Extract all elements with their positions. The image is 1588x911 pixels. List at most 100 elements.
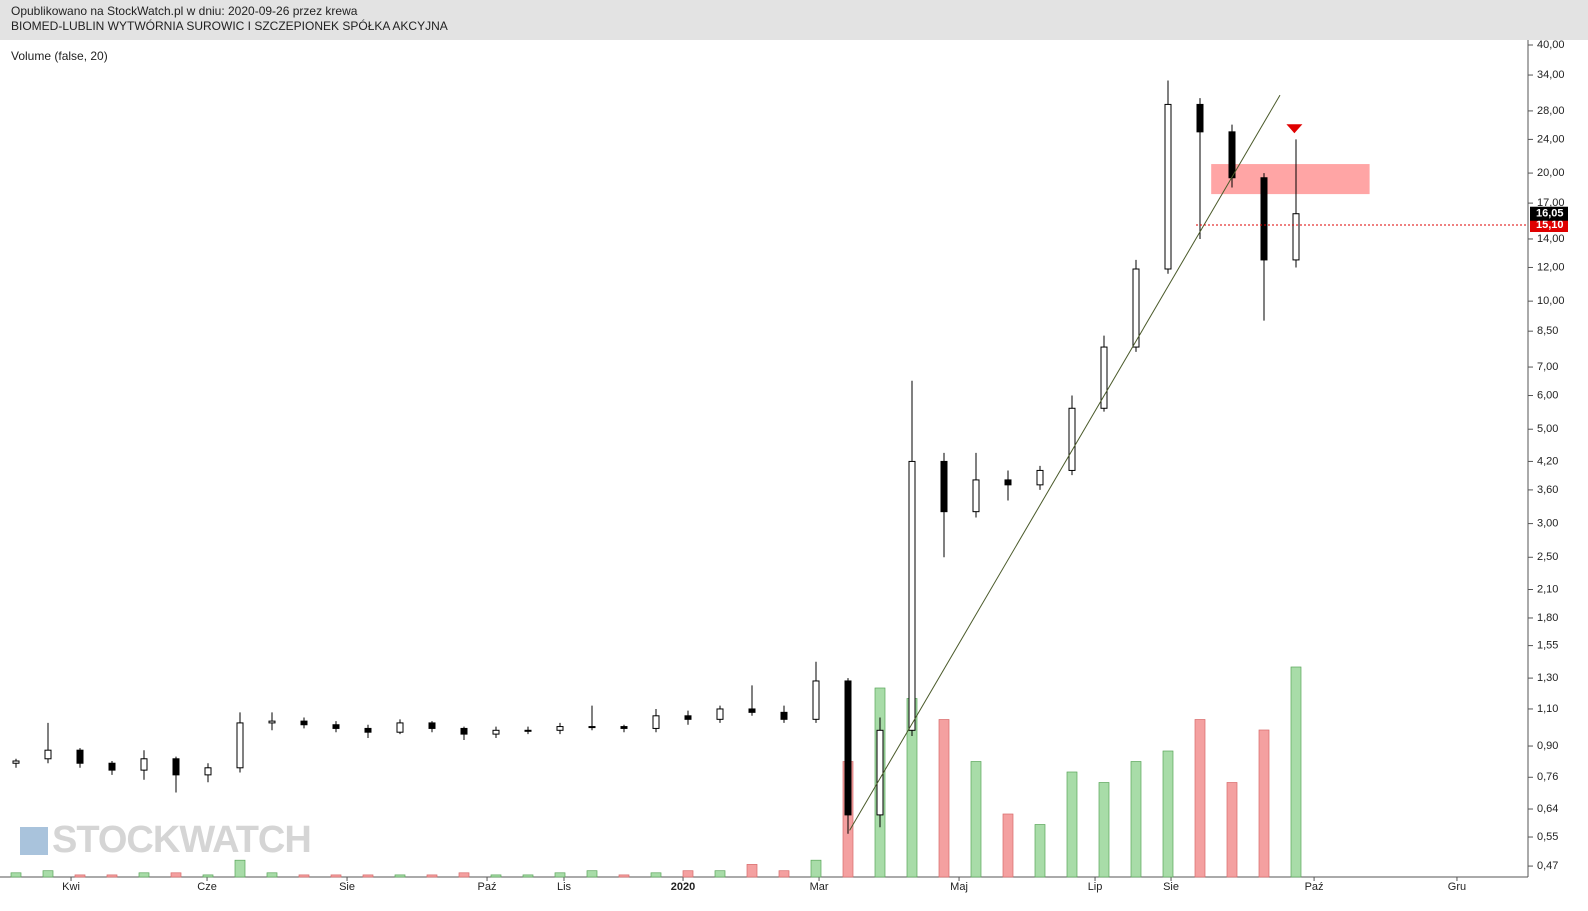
candle-body <box>844 680 852 816</box>
candle-body <box>364 727 372 733</box>
candle-body <box>396 722 404 733</box>
volume-bar <box>938 719 950 878</box>
volume-bar <box>362 874 374 878</box>
candle-body <box>716 708 724 720</box>
header-line: Opublikowano na StockWatch.pl w dniu: 20… <box>11 4 358 18</box>
header-line: BIOMED-LUBLIN WYTWÓRNIA SUROWIC I SZCZEP… <box>11 18 448 33</box>
x-tick-label: Sie <box>339 881 355 893</box>
candle-body <box>620 726 628 729</box>
volume-bar <box>970 761 982 878</box>
candle-body <box>204 767 212 776</box>
candle-body <box>268 720 276 724</box>
y-tick-label: 10,00 <box>1537 295 1565 307</box>
x-tick-label: Sie <box>1163 881 1179 893</box>
candle-body <box>1260 177 1268 261</box>
volume-bar <box>714 870 726 878</box>
candle-body <box>236 722 244 769</box>
x-tick-label: Lis <box>557 881 572 893</box>
candle-body <box>332 724 340 729</box>
y-tick-label: 1,80 <box>1537 612 1558 624</box>
candle-body <box>492 729 500 735</box>
level-label: 15,10 <box>1536 219 1564 231</box>
y-tick-label: 12,00 <box>1537 261 1565 273</box>
candle-body <box>1068 407 1076 471</box>
y-tick-label: 4,20 <box>1537 455 1558 467</box>
candle-body <box>108 762 116 771</box>
y-tick-label: 1,30 <box>1537 672 1558 684</box>
x-tick-label: Gru <box>1448 881 1466 893</box>
indicator-label: Volume (false, 20) <box>11 49 108 63</box>
y-tick-label: 34,00 <box>1537 69 1565 81</box>
y-tick-label: 17,00 <box>1537 197 1565 209</box>
candle-body <box>652 715 660 729</box>
x-tick-label: Paź <box>478 881 497 893</box>
candle-body <box>812 680 820 720</box>
volume-bar <box>650 872 662 878</box>
candle-body <box>1004 479 1012 486</box>
y-tick-label: 1,55 <box>1537 640 1558 652</box>
x-tick-label: Maj <box>950 881 968 893</box>
candle-body <box>140 758 148 771</box>
y-tick-label: 8,50 <box>1537 325 1558 337</box>
volume-bar <box>10 872 22 878</box>
candle-body <box>684 715 692 720</box>
candle-body <box>76 749 84 764</box>
volume-bar <box>810 859 822 878</box>
volume-bar <box>1226 782 1238 878</box>
candle-body <box>460 727 468 735</box>
y-tick-label: 3,60 <box>1537 484 1558 496</box>
volume-bar <box>234 859 246 878</box>
candle-body <box>972 479 980 513</box>
volume-bar <box>522 874 534 878</box>
volume-bar <box>490 874 502 878</box>
y-tick-label: 7,00 <box>1537 361 1558 373</box>
y-tick-label: 3,00 <box>1537 517 1558 529</box>
x-tick-label: Lip <box>1088 881 1103 893</box>
header-band <box>0 0 1588 40</box>
candle-body <box>428 722 436 729</box>
watermark: STOCKWATCH <box>52 819 311 861</box>
x-tick-label: Kwi <box>62 881 80 893</box>
volume-bar <box>682 870 694 878</box>
candle-body <box>780 711 788 720</box>
candle-body <box>1100 346 1108 409</box>
candle-body <box>1132 268 1140 348</box>
trendline <box>849 94 1281 831</box>
y-tick-label: 28,00 <box>1537 105 1565 117</box>
volume-bar <box>106 874 118 878</box>
volume-bar <box>74 874 86 878</box>
volume-bar <box>330 874 342 878</box>
y-tick-label: 0,55 <box>1537 831 1558 843</box>
last-price-box <box>1530 206 1568 221</box>
candle-body <box>1196 103 1204 133</box>
last-price-label: 16,05 <box>1536 208 1564 220</box>
y-tick-label: 6,00 <box>1537 389 1558 401</box>
volume-bar <box>266 872 278 878</box>
volume-bar <box>42 870 54 878</box>
volume-bar <box>618 874 630 878</box>
volume-bar <box>778 870 790 878</box>
level-box <box>1530 218 1568 233</box>
x-tick-label: Mar <box>810 881 829 893</box>
y-tick-label: 1,10 <box>1537 703 1558 715</box>
y-tick-label: 0,76 <box>1537 771 1558 783</box>
volume-bar <box>1098 782 1110 878</box>
candle-body <box>44 749 52 760</box>
y-tick-label: 0,64 <box>1537 803 1558 815</box>
candle-body <box>524 729 532 732</box>
volume-bar <box>1290 666 1302 878</box>
x-tick-label: Paź <box>1305 881 1324 893</box>
volume-bar <box>1034 824 1046 878</box>
volume-bar <box>1002 813 1014 878</box>
y-tick-label: 14,00 <box>1537 233 1565 245</box>
candle-body <box>876 729 884 816</box>
volume-bar <box>1258 729 1270 878</box>
candle-body <box>300 720 308 726</box>
signal-marker <box>1286 124 1303 134</box>
y-tick-label: 40,00 <box>1537 39 1565 51</box>
volume-bar <box>298 874 310 878</box>
candle-body <box>172 758 180 776</box>
logo-icon <box>20 827 48 855</box>
candle-body <box>940 460 948 513</box>
